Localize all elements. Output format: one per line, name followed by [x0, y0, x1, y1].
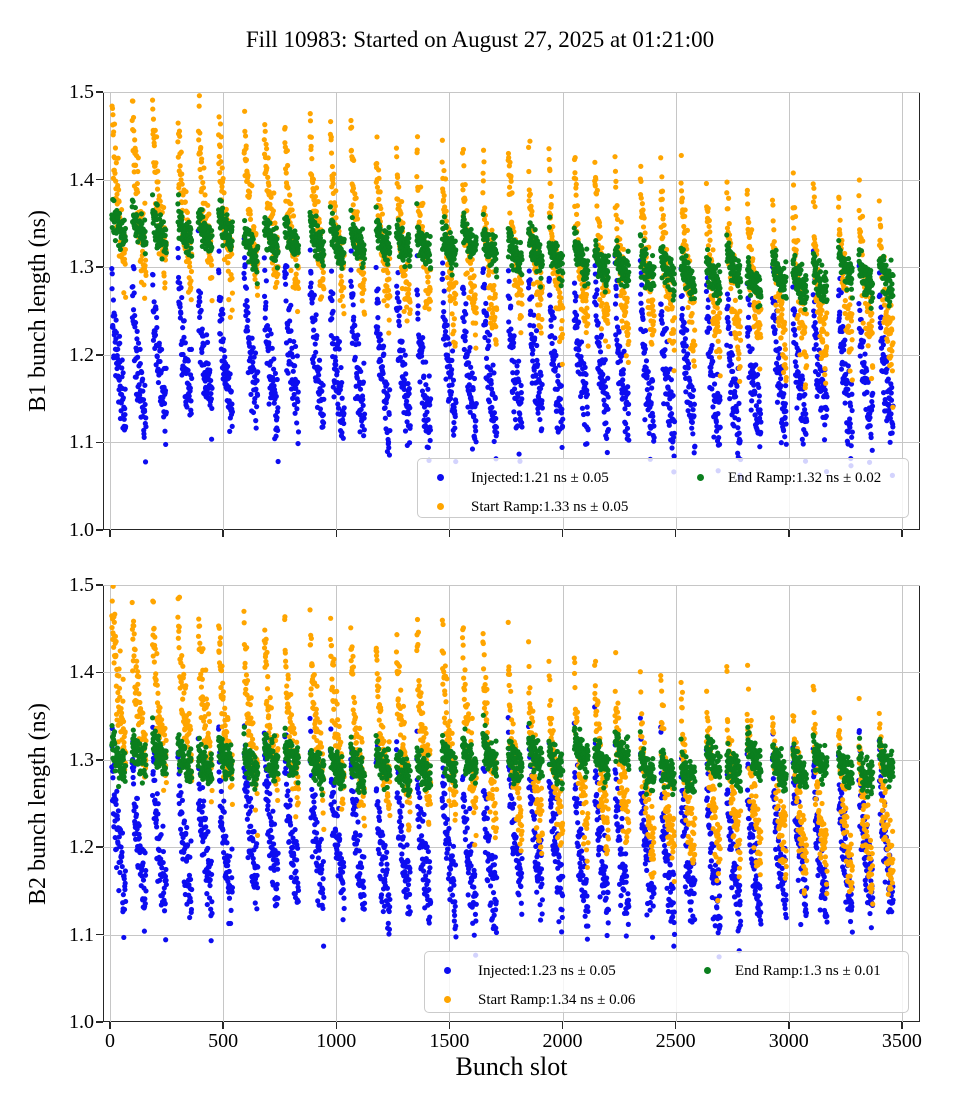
legend-label-end-ramp: End Ramp:1.3 ns ± 0.01 [735, 963, 881, 979]
y-tick-mark [96, 91, 103, 93]
x-tick-label: 0 [105, 1030, 115, 1052]
legend-marker-end-ramp [697, 474, 704, 481]
legend-marker-injected [444, 967, 451, 974]
x-tick-mark [448, 530, 451, 537]
x-tick-mark [335, 1022, 338, 1029]
scatter-canvas-b1 [103, 92, 920, 530]
y-tick-mark [96, 759, 103, 761]
x-tick-mark [901, 1022, 903, 1029]
legend-marker-start-ramp [444, 996, 451, 1003]
x-axis-label: Bunch slot [455, 1052, 568, 1081]
y-tick-label: 1.3 [69, 256, 94, 279]
y-tick-label: 1.2 [69, 836, 94, 859]
x-tick-label: 3000 [768, 1030, 809, 1052]
page-title: Fill 10983: Started on August 27, 2025 a… [245, 27, 715, 52]
x-tick-mark [674, 1022, 677, 1029]
y-tick-mark [96, 441, 103, 444]
x-tick-mark [222, 530, 224, 537]
x-tick-label: 1500 [429, 1030, 470, 1052]
y-tick-label: 1.4 [69, 168, 94, 191]
y-tick-label: 1.2 [69, 343, 94, 366]
y-tick-mark [96, 178, 103, 181]
x-tick-mark [901, 530, 903, 537]
y-tick-mark [96, 529, 103, 531]
legend-label-start-ramp: Start Ramp:1.34 ns ± 0.06 [478, 992, 636, 1008]
y-axis-label-b2: B2 bunch length (ns) [25, 703, 51, 905]
x-tick-mark [788, 1022, 790, 1029]
scatter-canvas-b2 [103, 585, 920, 1022]
legend-label-end-ramp: End Ramp:1.32 ns ± 0.02 [728, 470, 882, 486]
x-tick-mark [561, 1022, 564, 1029]
plot-area-b1 [103, 92, 920, 530]
x-tick-mark [674, 530, 677, 537]
x-tick-mark [222, 1022, 224, 1029]
x-tick-mark [335, 530, 338, 537]
x-tick-mark [109, 1022, 111, 1029]
legend-b2: Injected:1.23 ns ± 0.05 Start Ramp:1.34 … [424, 951, 909, 1013]
y-tick-label: 1.0 [69, 519, 94, 541]
x-tick-label: 2000 [542, 1030, 583, 1052]
x-tick-mark [448, 1022, 451, 1029]
plot-area-b2 [103, 585, 920, 1022]
x-tick-label: 500 [208, 1030, 239, 1052]
x-tick-mark [109, 530, 111, 537]
y-tick-mark [96, 846, 103, 848]
y-tick-mark [96, 266, 103, 268]
y-tick-mark [96, 1021, 103, 1023]
y-tick-mark [96, 671, 103, 674]
y-tick-mark [96, 354, 103, 356]
legend-label-injected: Injected:1.23 ns ± 0.05 [478, 963, 616, 979]
legend-marker-start-ramp [437, 503, 444, 510]
x-tick-label: 2500 [655, 1030, 696, 1052]
y-tick-label: 1.0 [69, 1011, 94, 1033]
y-tick-mark [96, 933, 103, 936]
x-tick-mark [561, 530, 564, 537]
y-tick-label: 1.5 [69, 81, 94, 103]
y-tick-label: 1.5 [69, 574, 94, 596]
legend-b1: Injected:1.21 ns ± 0.05 Start Ramp:1.33 … [417, 458, 909, 518]
y-tick-label: 1.1 [69, 923, 94, 946]
y-tick-label: 1.1 [69, 431, 94, 454]
legend-marker-end-ramp [704, 967, 711, 974]
x-tick-label: 1000 [316, 1030, 357, 1052]
legend-label-injected: Injected:1.21 ns ± 0.05 [471, 470, 609, 486]
y-tick-mark [96, 584, 103, 586]
legend-label-start-ramp: Start Ramp:1.33 ns ± 0.05 [471, 499, 629, 515]
y-tick-label: 1.3 [69, 748, 94, 771]
x-tick-label: 3500 [881, 1030, 922, 1052]
y-axis-label-b1: B1 bunch length (ns) [25, 210, 51, 412]
legend-marker-injected [437, 474, 444, 481]
x-tick-mark [788, 530, 790, 537]
y-tick-label: 1.4 [69, 661, 94, 684]
